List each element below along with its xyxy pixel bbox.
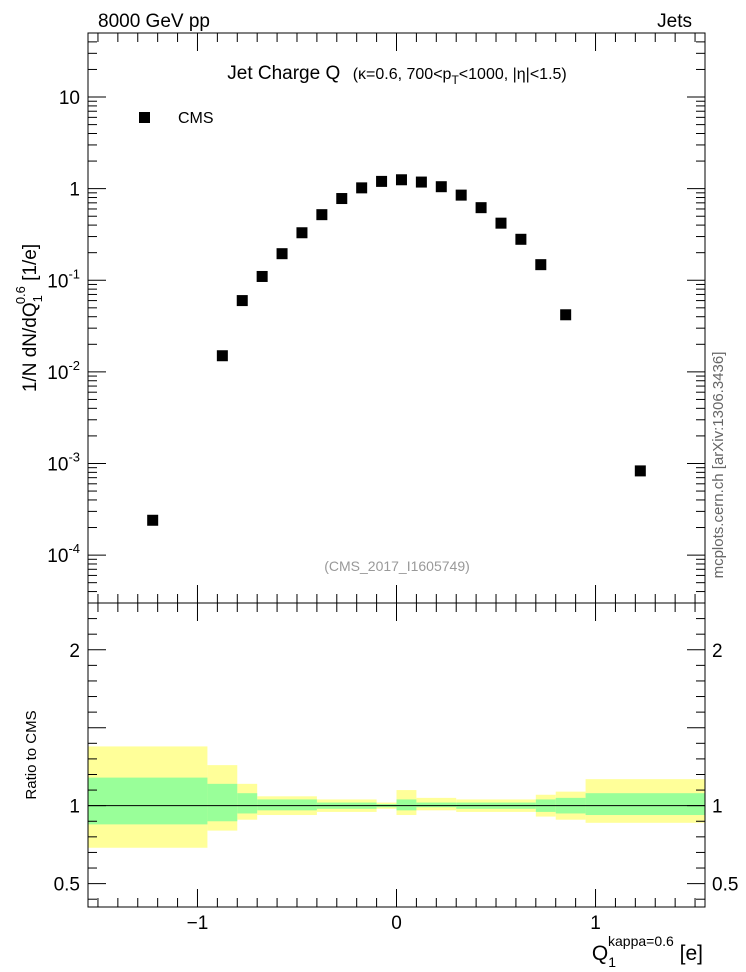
main-y-tick-label: 10-3 — [47, 449, 80, 475]
ratio-band-inner-7 — [416, 802, 457, 808]
side-label: mcplots.cern.ch [arXiv:1306.3436] — [710, 352, 727, 579]
data-point-19 — [634, 465, 646, 477]
data-point-15 — [495, 217, 507, 229]
ratio-y-tick-label: 2 — [69, 641, 80, 662]
data-point-13 — [455, 189, 467, 201]
main-x-ticks — [97, 33, 696, 603]
data-point-5 — [296, 227, 308, 239]
x-label-sup: kappa=0.6 — [608, 933, 674, 949]
watermark: (CMS_2017_I1605749) — [324, 558, 470, 574]
ratio-y-label: Ratio to CMS — [23, 710, 40, 799]
data-point-12 — [435, 181, 447, 193]
main-y-tick-exp: -1 — [68, 266, 80, 281]
main-y-tick-label: 1 — [69, 180, 80, 201]
main-y-tick-label: 10-2 — [47, 358, 80, 384]
main-y-label-unit: [1/e] — [20, 244, 41, 286]
main-y-label-sup: 0.6 — [13, 286, 28, 304]
data-point-8 — [356, 182, 368, 194]
data-point-11 — [415, 176, 427, 188]
main-y-label-sub: 1 — [30, 295, 45, 302]
ratio-band-inner-12 — [585, 793, 705, 816]
main-y-tick-base: 1 — [69, 180, 80, 201]
main-y-tick-base: 10 — [59, 88, 80, 109]
ratio-band-inner-2 — [237, 793, 258, 814]
ratio-y-tick-label: 1 — [69, 797, 80, 818]
ratio-y-tick-label-right: 1 — [712, 797, 723, 818]
ratio-y-ticks: 0.5 0.5 1 1 2 2 — [54, 602, 738, 900]
main-y-tick-base: 10 — [47, 546, 68, 567]
chart-subtitle-sub: T — [451, 73, 459, 87]
chart-title: Jet Charge Q — [227, 63, 340, 84]
main-y-tick-label: 10-1 — [47, 266, 80, 292]
chart-subtitle-tail: <1000, |η|<1.5) — [459, 66, 567, 83]
main-y-tick-label: 10-4 — [47, 541, 80, 567]
x-tick-label: 1 — [590, 913, 601, 934]
ratio-band-inner-1 — [207, 783, 238, 822]
data-point-14 — [475, 202, 487, 214]
main-y-tick-exp: -2 — [68, 358, 80, 373]
data-point-9 — [376, 175, 388, 187]
chart-subtitle-lead: (κ=0.6, 700<p — [353, 66, 452, 83]
legend-marker — [139, 112, 150, 123]
data-point-1 — [216, 350, 228, 362]
main-y-tick-base: 10 — [47, 271, 68, 292]
main-y-tick-label: 10 — [59, 88, 80, 109]
data-point-7 — [336, 193, 348, 205]
x-tick-label: −1 — [187, 913, 209, 934]
main-y-tick-base: 10 — [47, 454, 68, 475]
main-y-tick-base: 10 — [47, 363, 68, 384]
main-y-tick-exp: -3 — [68, 449, 80, 464]
data-point-4 — [276, 248, 288, 260]
ratio-band-inner-0 — [88, 777, 208, 825]
x-tick-label: 0 — [391, 913, 402, 934]
main-y-label-main: 1/N dN/dQ — [20, 302, 41, 392]
header-left: 8000 GeV pp — [98, 11, 210, 32]
x-label-sub: 1 — [608, 954, 616, 970]
header-right: Jets — [657, 11, 692, 32]
data-point-17 — [535, 259, 547, 271]
data-point-2 — [236, 295, 248, 307]
data-point-16 — [515, 233, 527, 245]
main-y-label: 1/N dN/dQ10.6 [1/e] — [13, 244, 45, 392]
ratio-y-tick-label: 0.5 — [54, 875, 80, 896]
ratio-band-inner-3 — [257, 799, 317, 811]
chart-title-group: Jet Charge Q (κ=0.6, 700<pT<1000, |η|<1.… — [227, 63, 567, 87]
data-point-18 — [560, 309, 572, 321]
main-marks — [147, 174, 646, 526]
x-label-main: Q — [592, 942, 608, 965]
ratio-panel: 0.5 0.51 12 2 −1 0 1 Ratio to CMS Q1kappa=0.6… — [23, 602, 738, 970]
x-axis-label: Q1 kappa=0.6 [e] — [592, 933, 703, 970]
data-point-0 — [147, 514, 159, 526]
legend-label: CMS — [178, 110, 214, 127]
ratio-bands — [88, 746, 705, 848]
main-y-tick-exp: -4 — [68, 541, 80, 556]
ratio-band-inner-6 — [396, 799, 417, 811]
data-point-3 — [256, 270, 268, 282]
ratio-y-tick-label-right: 0.5 — [712, 875, 738, 896]
ratio-y-tick-label-right: 2 — [712, 641, 723, 662]
data-point-10 — [395, 174, 407, 186]
x-label-unit: [e] — [674, 942, 703, 965]
ratio-x-ticks: −1 0 1 — [97, 603, 696, 934]
data-point-6 — [316, 209, 328, 221]
